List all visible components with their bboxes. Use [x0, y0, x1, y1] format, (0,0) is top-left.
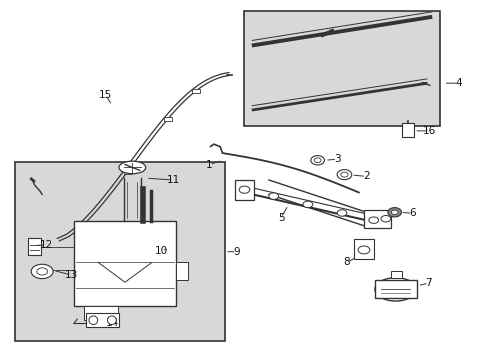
Bar — [15, 162, 224, 341]
Ellipse shape — [314, 158, 321, 163]
Bar — [363, 211, 390, 228]
Text: 3: 3 — [333, 154, 340, 164]
Bar — [234, 180, 254, 200]
Text: 11: 11 — [167, 175, 180, 185]
Text: 1: 1 — [205, 159, 212, 170]
Text: 6: 6 — [408, 208, 415, 219]
Ellipse shape — [107, 316, 116, 324]
Bar — [390, 271, 401, 278]
Ellipse shape — [374, 278, 415, 301]
Bar — [353, 239, 373, 259]
Bar — [83, 306, 118, 320]
Text: 10: 10 — [155, 246, 168, 256]
Bar — [27, 238, 41, 255]
Bar — [192, 89, 200, 93]
Ellipse shape — [390, 210, 397, 215]
Text: 15: 15 — [99, 90, 112, 100]
Text: 16: 16 — [422, 126, 435, 136]
Bar — [176, 262, 188, 280]
Bar — [123, 169, 131, 174]
Text: 8: 8 — [343, 257, 349, 267]
Bar — [74, 221, 176, 306]
Ellipse shape — [336, 170, 351, 180]
Ellipse shape — [310, 156, 324, 165]
Text: 12: 12 — [40, 240, 53, 250]
Ellipse shape — [119, 161, 145, 174]
Text: 2: 2 — [363, 171, 369, 181]
Ellipse shape — [37, 268, 47, 275]
Text: 4: 4 — [455, 78, 462, 88]
Text: 14: 14 — [106, 319, 119, 328]
Ellipse shape — [268, 193, 278, 199]
Text: 5: 5 — [277, 213, 284, 222]
Ellipse shape — [89, 316, 98, 324]
Bar — [86, 314, 119, 327]
Ellipse shape — [31, 264, 53, 279]
Text: 9: 9 — [233, 247, 240, 257]
Bar — [374, 280, 416, 298]
Bar — [244, 12, 439, 126]
Bar — [401, 123, 413, 137]
Ellipse shape — [239, 186, 249, 193]
Ellipse shape — [340, 172, 347, 177]
Text: 7: 7 — [425, 278, 431, 288]
Text: 13: 13 — [64, 270, 78, 280]
Ellipse shape — [303, 201, 312, 208]
Ellipse shape — [357, 246, 369, 254]
Ellipse shape — [387, 208, 401, 217]
Ellipse shape — [380, 216, 390, 222]
Ellipse shape — [368, 217, 378, 224]
Ellipse shape — [336, 210, 346, 216]
Bar — [164, 117, 171, 121]
